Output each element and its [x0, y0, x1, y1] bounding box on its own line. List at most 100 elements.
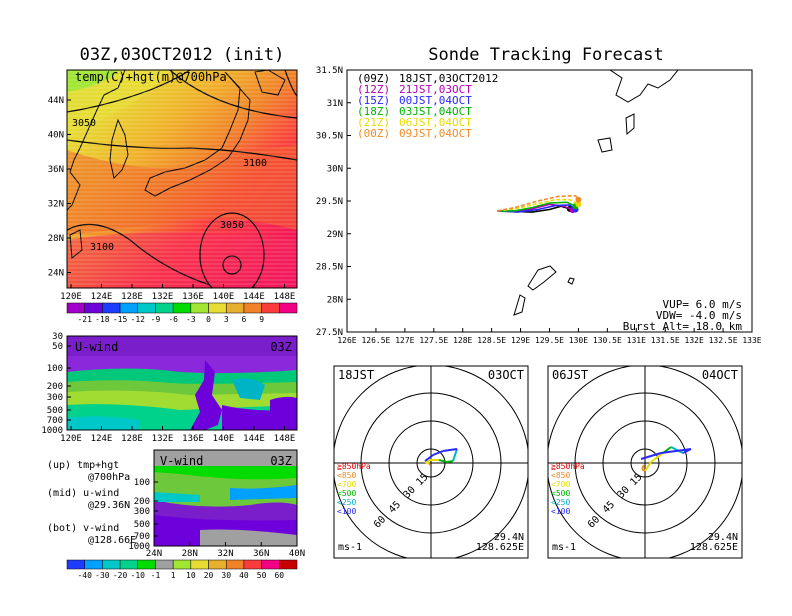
- hodograph-trace: [442, 448, 458, 452]
- temp-colorbar-swatch: [155, 302, 174, 314]
- v-wind-pressure-tick: 500: [134, 520, 150, 530]
- hodograph-trace: [641, 464, 645, 470]
- u-wind-lon-tick: 124E: [91, 434, 113, 444]
- hodograph-trace: [650, 452, 664, 463]
- track-lat-tick: 28.5N: [316, 263, 343, 273]
- track-lon-tick: 133E: [742, 336, 761, 345]
- hodograph-legend-label: <250: [551, 498, 570, 507]
- wind-colorbar-swatch: [261, 559, 280, 570]
- wind-colorbar-label: 20: [204, 571, 214, 580]
- temp-colorbar-label: 9: [259, 315, 264, 324]
- track-lat-tick: 31N: [327, 99, 343, 109]
- v-wind-lat-tick: 32N: [217, 549, 233, 559]
- contour-label: 3050: [72, 118, 96, 129]
- u-wind-pressure-tick: 50: [52, 342, 63, 352]
- map-lon-tick-label: 124E: [91, 292, 113, 302]
- temp-colorbar-label: -18: [95, 315, 110, 324]
- v-wind-pressure-tick: 200: [134, 497, 150, 507]
- wind-colorbar-swatch: [119, 559, 139, 570]
- temp-colorbar-label: -3: [186, 315, 196, 324]
- temp-colorbar-swatch: [225, 302, 245, 314]
- track-lon-tick: 131.5E: [651, 336, 680, 345]
- map-lat-tick-label: 32N: [48, 200, 64, 210]
- temp-colorbar-label: -6: [168, 315, 178, 324]
- wind-colorbar-label: 50: [257, 571, 267, 580]
- legend-note-line1: (bot) v-wind: [47, 523, 119, 534]
- track-legend-jst: 03JST,04OCT: [399, 105, 472, 118]
- map-lon-tick-label: 136E: [182, 292, 204, 302]
- v-wind-time: 03Z: [270, 454, 292, 468]
- wind-colorbar-swatch: [243, 559, 262, 570]
- u-wind-section: [67, 336, 297, 430]
- track-lat-tick: 28N: [327, 295, 343, 305]
- hodograph-legend-label: <700: [337, 480, 356, 489]
- v-wind-pressure-tick: 700: [134, 532, 150, 542]
- track-lat-tick: 29N: [327, 230, 343, 240]
- left-panel-title: 03Z,03OCT2012 (init): [80, 45, 285, 65]
- map-lon-tick-label: 120E: [60, 292, 82, 302]
- track-lon-tick: 126.5E: [361, 336, 390, 345]
- wind-colorbar-label: -1: [151, 571, 161, 580]
- hodograph-legend-label: <500: [551, 489, 570, 498]
- legend-note-line1: (mid) u-wind: [47, 488, 119, 499]
- map-lon-tick-label: 140E: [213, 292, 235, 302]
- wind-colorbar-swatch: [155, 559, 174, 570]
- u-wind-pressure-tick: 700: [47, 416, 63, 426]
- temp-colorbar-swatch: [119, 302, 139, 314]
- hodograph-legend-label: ≧850hPa: [337, 462, 371, 471]
- contour-label: 3100: [243, 158, 267, 169]
- track-lon-tick: 127E: [395, 336, 414, 345]
- track-lon-tick: 128E: [453, 336, 472, 345]
- u-wind-pressure-tick: 1000: [41, 426, 63, 436]
- hodograph-ring-label: 15: [628, 472, 644, 488]
- temp-colorbar-swatch: [190, 302, 209, 314]
- temp-colorbar-label: 3: [224, 315, 229, 324]
- wind-colorbar-swatch: [137, 559, 156, 570]
- hodograph-ring-label: 15: [414, 472, 430, 488]
- track-lat-tick: 29.5N: [316, 197, 343, 207]
- temp-colorbar-swatch: [261, 302, 280, 314]
- wind-colorbar-swatch: [279, 559, 298, 570]
- track-lon-tick: 131E: [627, 336, 646, 345]
- hodograph-lat: 29.4N: [494, 532, 524, 543]
- hodograph-ring-label: 30: [402, 485, 418, 501]
- hodograph-legend-label: <700: [551, 480, 570, 489]
- hodograph-trace: [640, 452, 662, 460]
- u-wind-lon-tick: 140E: [213, 434, 235, 444]
- track-legend-jst: 00JST,04OCT: [399, 94, 472, 107]
- wind-colorbar-label: -10: [131, 571, 146, 580]
- track-legend-jst: 06JST,04OCT: [399, 116, 472, 129]
- v-wind-pressure-tick: 300: [134, 507, 150, 517]
- contour-label: 3100: [90, 242, 114, 253]
- track-legend-utc: (18Z): [357, 105, 390, 118]
- track-legend-utc: (09Z): [357, 72, 390, 85]
- track-lat-tick: 31.5N: [316, 66, 343, 76]
- temperature-map: [67, 70, 297, 288]
- hodograph-legend-label: <100: [551, 507, 570, 516]
- temp-colorbar-label: 0: [206, 315, 211, 324]
- hodograph-unit: ms-1: [338, 542, 362, 553]
- track-lon-tick: 127.5E: [419, 336, 448, 345]
- hodograph-legend-label: ≧850hPa: [551, 462, 585, 471]
- hodograph-ring-label: 30: [616, 485, 632, 501]
- hodograph-lat: 29.4N: [708, 532, 738, 543]
- legend-note-line1: (up) tmp+hgt: [47, 460, 119, 471]
- u-wind-pressure-tick: 30: [52, 332, 63, 342]
- track-lat-tick: 27.5N: [316, 328, 343, 338]
- wind-colorbar-label: -40: [77, 571, 92, 580]
- map-lat-tick-label: 24N: [48, 269, 64, 279]
- map-variable-label: temp(C)+hgt(m)@700hPa: [75, 70, 227, 84]
- hodograph-date: 03OCT: [488, 368, 524, 382]
- track-line: [497, 194, 580, 212]
- track-endpoint: [575, 196, 582, 203]
- map-lon-tick-label: 144E: [243, 292, 265, 302]
- hodograph-legend-label: <100: [337, 507, 356, 516]
- track-legend-utc: (15Z): [357, 94, 390, 107]
- track-endpoint: [575, 201, 582, 208]
- temp-colorbar-swatch: [66, 302, 85, 314]
- track-legend-utc: (00Z): [357, 127, 390, 140]
- track-legend-jst: 18JST,03OCT2012: [399, 72, 498, 85]
- track-line: [497, 201, 576, 212]
